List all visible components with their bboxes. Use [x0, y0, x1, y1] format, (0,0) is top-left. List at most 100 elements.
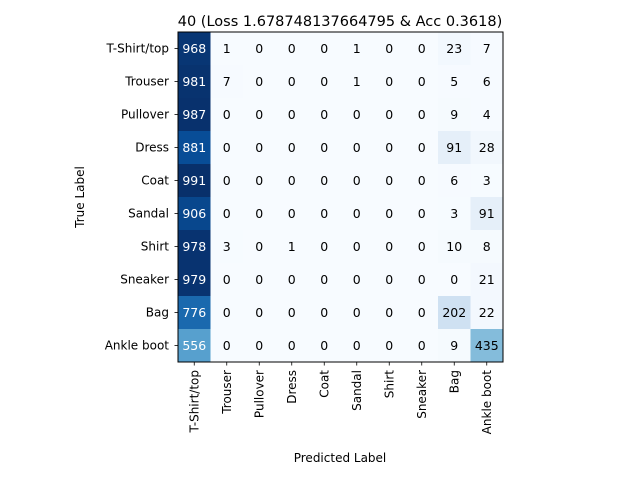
heatmap-cell	[405, 230, 439, 264]
cell-value-label: 0	[418, 41, 426, 56]
cell-value-label: 0	[385, 305, 393, 320]
cell-value-label: 0	[385, 338, 393, 353]
heatmap-cell	[210, 329, 244, 363]
y-tick-label: Bag	[146, 306, 169, 320]
x-tick-label: Coat	[317, 370, 331, 398]
heatmap-cell	[340, 98, 374, 132]
cell-value-label: 0	[450, 272, 458, 287]
cell-value-label: 0	[223, 173, 231, 188]
heatmap-cell	[308, 230, 341, 264]
heatmap-cell	[308, 164, 341, 198]
cell-value-label: 0	[320, 206, 328, 221]
cell-value-label: 0	[418, 239, 426, 254]
cell-value-label: 0	[418, 140, 426, 155]
heatmap-cell	[275, 197, 309, 231]
cell-value-label: 0	[255, 239, 263, 254]
heatmap-cell	[405, 197, 439, 231]
cell-value-label: 776	[182, 305, 206, 320]
x-tick-label: Sandal	[350, 370, 364, 411]
heatmap-cell	[438, 98, 471, 132]
cell-value-label: 0	[385, 239, 393, 254]
heatmap-cell	[405, 98, 439, 132]
x-tick-label: Pullover	[252, 370, 266, 418]
cell-value-label: 4	[483, 107, 491, 122]
heatmap-cell	[373, 263, 406, 297]
heatmap-cell	[470, 197, 504, 231]
y-tick-label: Trouser	[124, 75, 169, 89]
cell-value-label: 5	[450, 74, 458, 89]
heatmap-cell	[470, 164, 504, 198]
cell-value-label: 0	[288, 272, 296, 287]
heatmap-cell	[438, 296, 471, 330]
cell-value-label: 0	[255, 41, 263, 56]
cell-value-label: 0	[320, 338, 328, 353]
cell-value-label: 978	[182, 239, 206, 254]
cell-value-label: 28	[479, 140, 495, 155]
heatmap-cell	[243, 329, 276, 363]
heatmap-cell	[438, 32, 471, 66]
heatmap-cell	[210, 197, 244, 231]
x-tick-label: Shirt	[382, 370, 396, 398]
cell-value-label: 0	[320, 140, 328, 155]
heatmap-cell	[178, 164, 211, 198]
heatmap-cell	[308, 32, 341, 66]
heatmap-cell	[308, 98, 341, 132]
y-tick-label: Dress	[135, 141, 169, 155]
x-tick-label: Trouser	[220, 370, 234, 415]
cell-value-label: 0	[255, 206, 263, 221]
cell-value-label: 1	[353, 74, 361, 89]
cell-value-label: 0	[255, 107, 263, 122]
heatmap-cell	[470, 230, 504, 264]
cell-value-label: 3	[483, 173, 491, 188]
heatmap-cell	[470, 296, 504, 330]
heatmap-cell	[243, 98, 276, 132]
cell-value-label: 0	[320, 272, 328, 287]
heatmap-cell	[340, 65, 374, 99]
heatmap-cell	[340, 263, 374, 297]
heatmap-cell	[470, 98, 504, 132]
heatmap-cell	[340, 296, 374, 330]
heatmap-cell	[340, 230, 374, 264]
cell-value-label: 987	[182, 107, 206, 122]
heatmap-cell	[373, 230, 406, 264]
heatmap-cell	[373, 329, 406, 363]
cell-value-label: 9	[450, 107, 458, 122]
heatmap-cell	[405, 65, 439, 99]
cell-value-label: 0	[288, 41, 296, 56]
cell-value-label: 0	[288, 206, 296, 221]
heatmap-cell	[373, 65, 406, 99]
heatmap-cell	[243, 296, 276, 330]
heatmap-cell	[210, 98, 244, 132]
cell-value-label: 0	[288, 140, 296, 155]
heatmap-cell	[210, 65, 244, 99]
cell-value-label: 0	[255, 74, 263, 89]
cell-value-label: 0	[418, 305, 426, 320]
cell-value-label: 202	[442, 305, 466, 320]
cell-value-label: 0	[255, 338, 263, 353]
cell-value-label: 968	[182, 41, 206, 56]
heatmap-cell	[438, 131, 471, 165]
cell-value-label: 23	[446, 41, 462, 56]
y-tick-label: Sneaker	[120, 273, 169, 287]
heatmap-cell	[178, 230, 211, 264]
heatmap-cell	[438, 164, 471, 198]
cell-value-label: 0	[353, 206, 361, 221]
cell-value-label: 1	[288, 239, 296, 254]
cell-value-label: 91	[479, 206, 495, 221]
cell-value-label: 0	[223, 272, 231, 287]
heatmap-cell	[438, 197, 471, 231]
heatmap-cell	[470, 131, 504, 165]
heatmap-cell	[405, 32, 439, 66]
x-tick-label: Dress	[285, 370, 299, 404]
plot-frame	[177, 31, 504, 363]
cell-value-label: 0	[385, 173, 393, 188]
cell-value-label: 91	[446, 140, 462, 155]
heatmap-cell	[308, 329, 341, 363]
heatmap-cell	[373, 164, 406, 198]
heatmap-cells	[178, 32, 504, 363]
cell-value-label: 0	[223, 338, 231, 353]
heatmap-cell	[405, 131, 439, 165]
heatmap-cell	[210, 32, 244, 66]
